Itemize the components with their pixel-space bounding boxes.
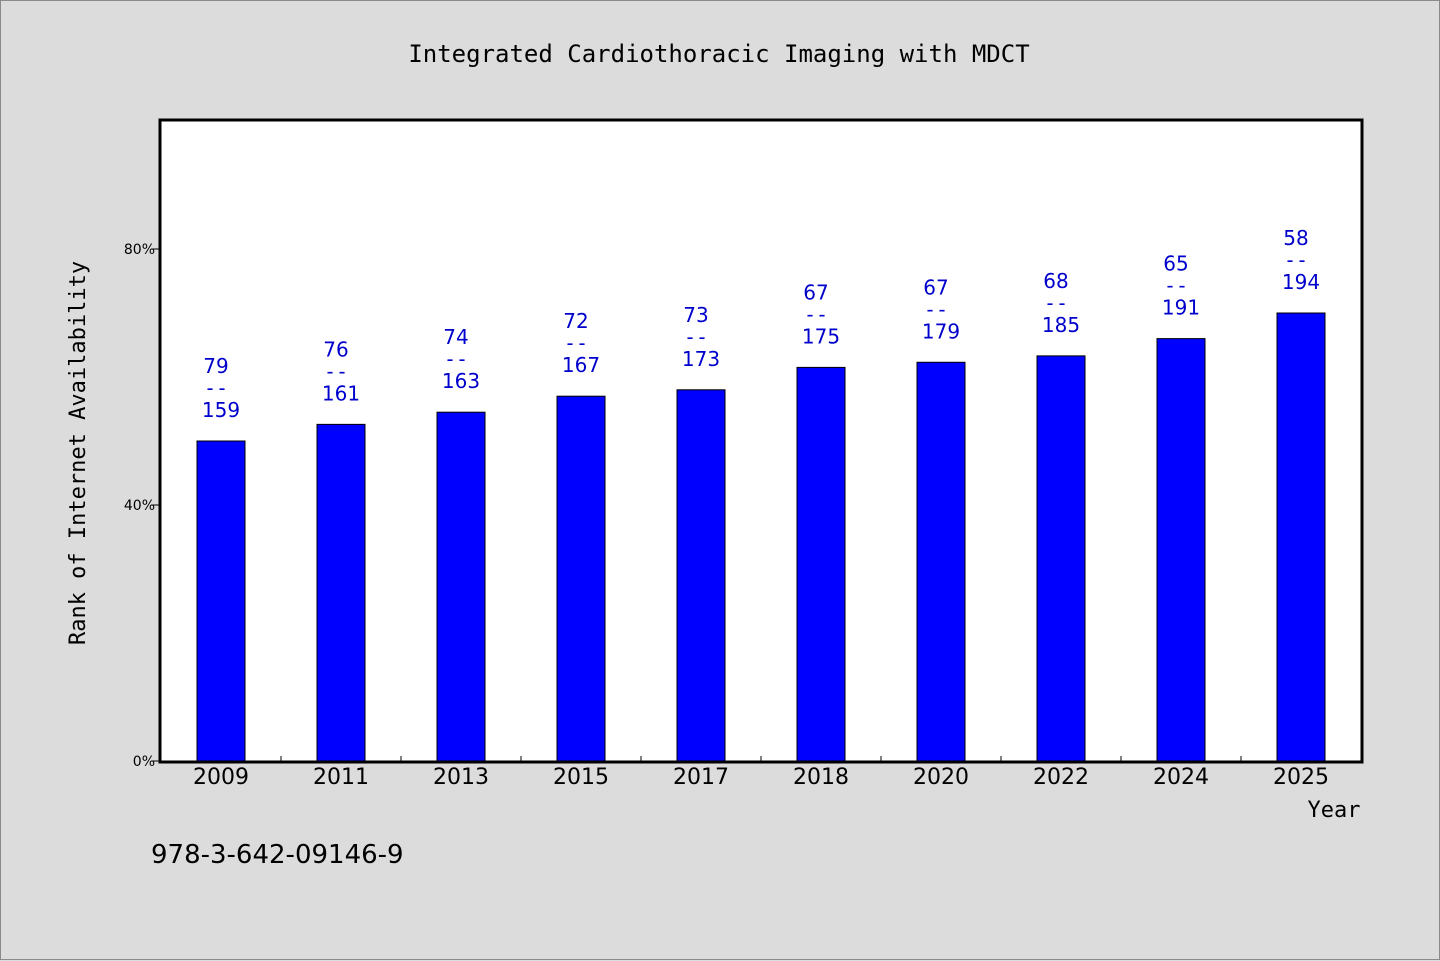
data-label-sep-2020: --	[924, 297, 948, 321]
y-tick-label-40: 40%	[124, 498, 155, 514]
data-labels-group: 79--15976--16174--16372--16773--17367--1…	[202, 226, 1320, 422]
bar-2024	[1156, 338, 1206, 762]
x-tick-label-2013: 2013	[433, 765, 489, 790]
data-label-sep-2011: --	[324, 359, 348, 383]
data-label-bottom-2015: 167	[562, 353, 600, 377]
data-label-sep-2017: --	[684, 325, 708, 349]
data-label-bottom-2017: 173	[682, 347, 720, 371]
bar-2011	[316, 423, 366, 762]
x-tick-label-2020: 2020	[913, 765, 969, 790]
data-label-bottom-2022: 185	[1042, 313, 1080, 337]
data-label-bottom-2013: 163	[442, 369, 480, 393]
data-label-top-2018: 67	[803, 280, 828, 304]
x-tick-label-2009: 2009	[193, 765, 249, 790]
x-tick-label-2018: 2018	[793, 765, 849, 790]
bar-2015	[556, 395, 606, 762]
x-tick-label-2015: 2015	[553, 765, 609, 790]
data-label-sep-2009: --	[204, 376, 228, 400]
bar-2022	[1036, 355, 1086, 762]
data-label-sep-2024: --	[1164, 274, 1188, 298]
data-label-bottom-2025: 194	[1282, 270, 1320, 294]
x-tick-label-2011: 2011	[313, 765, 369, 790]
bars-group	[196, 312, 1326, 762]
data-label-top-2022: 68	[1043, 269, 1068, 293]
y-axis-label: Rank of Internet Availability	[66, 261, 91, 645]
bar-2013	[436, 411, 486, 762]
x-axis: 2009 2011 2013 2015 2017 2018 2020 2022 2024 2025	[193, 756, 1329, 790]
data-label-top-2011: 76	[323, 337, 348, 361]
data-label-top-2013: 74	[443, 325, 468, 349]
bar-2018	[796, 366, 846, 762]
data-label-sep-2022: --	[1044, 291, 1068, 315]
data-label-top-2024: 65	[1163, 252, 1188, 276]
data-label-top-2025: 58	[1283, 226, 1308, 250]
bar-2025	[1276, 312, 1326, 762]
data-label-top-2009: 79	[203, 354, 228, 378]
chart-title: Integrated Cardiothoracic Imaging with M…	[408, 40, 1029, 68]
data-label-bottom-2009: 159	[202, 398, 240, 422]
y-axis: 0% 40% 80%	[124, 242, 161, 770]
data-label-top-2015: 72	[563, 309, 588, 333]
isbn-text: 978-3-642-09146-9	[151, 840, 404, 870]
data-label-top-2017: 73	[683, 303, 708, 327]
y-tick-label-0: 0%	[133, 754, 155, 770]
bar-2009	[196, 440, 246, 762]
data-label-sep-2018: --	[804, 302, 828, 326]
data-label-sep-2013: --	[444, 347, 468, 371]
bar-2017	[676, 389, 726, 762]
data-label-bottom-2018: 175	[802, 324, 840, 348]
x-axis-label: Year	[1308, 798, 1361, 823]
x-tick-label-2022: 2022	[1033, 765, 1089, 790]
data-label-top-2020: 67	[923, 275, 948, 299]
data-label-sep-2015: --	[564, 331, 588, 355]
x-tick-label-2017: 2017	[673, 765, 729, 790]
data-label-sep-2025: --	[1284, 248, 1308, 272]
bar-2020	[916, 361, 966, 762]
x-tick-label-2025: 2025	[1273, 765, 1329, 790]
data-label-bottom-2020: 179	[922, 319, 960, 343]
y-tick-label-80: 80%	[124, 242, 155, 258]
data-label-bottom-2011: 161	[322, 381, 360, 405]
data-label-bottom-2024: 191	[1162, 296, 1200, 320]
x-tick-label-2024: 2024	[1153, 765, 1209, 790]
